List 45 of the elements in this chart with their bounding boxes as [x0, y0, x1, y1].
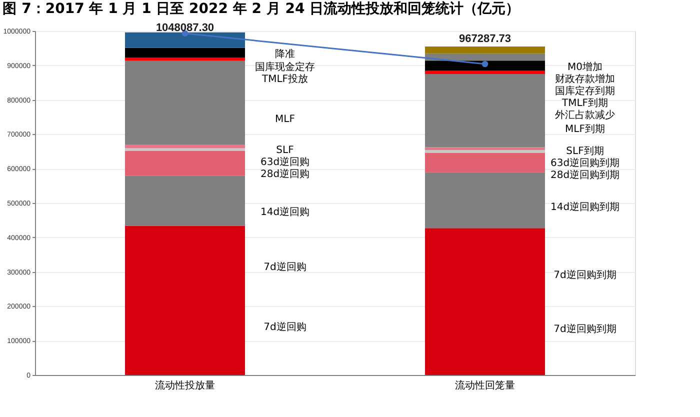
- annotation: SLF: [276, 145, 294, 156]
- annotation: 7d逆回购到期: [554, 323, 616, 335]
- bar: [425, 74, 545, 148]
- annotation: 7d逆回购: [264, 261, 306, 273]
- annotation: M0增加: [568, 61, 602, 73]
- bar: [425, 152, 545, 172]
- annotation: 财政存款增加: [555, 73, 615, 85]
- chart-title: 图 7：2017 年 1 月 1 日至 2022 年 2 月 24 日流动性投放和回笼统计（亿元）: [2, 0, 520, 17]
- bar: [125, 176, 245, 226]
- bar: [425, 53, 545, 61]
- bar: [125, 60, 245, 145]
- annotation: 1048087.30: [156, 22, 214, 34]
- annotation: MLF: [275, 114, 296, 125]
- annotation: 国库定存到期: [555, 85, 615, 97]
- x-tick-label: 流动性投放量: [155, 380, 215, 392]
- bar: [425, 150, 545, 153]
- annotation: 63d逆回购到期: [550, 157, 620, 169]
- bar: [125, 32, 245, 48]
- annotation: 14d逆回购: [260, 206, 310, 218]
- bar: [425, 46, 545, 54]
- bar: [425, 60, 545, 71]
- annotation: 14d逆回购到期: [550, 201, 620, 213]
- x-tick-label: 流动性回笼量: [455, 380, 515, 392]
- annotation: 国库现金定存: [255, 61, 315, 73]
- bar: [125, 57, 245, 61]
- annotation: 967287.73: [459, 33, 511, 45]
- annotation: 28d逆回购到期: [550, 169, 620, 181]
- bar: [125, 226, 245, 375]
- annotation: 63d逆回购: [260, 156, 310, 168]
- bar: [125, 144, 245, 148]
- annotation: TMLF到期: [560, 97, 608, 109]
- bar: [425, 228, 545, 375]
- annotation: TMLF投放: [260, 73, 308, 85]
- annotation: 28d逆回购: [260, 168, 310, 180]
- annotation: 7d逆回购到期: [554, 269, 616, 281]
- annotation: MLF到期: [565, 123, 605, 135]
- annotation: 外汇占款减少: [555, 109, 615, 121]
- annotation: SLF到期: [566, 145, 604, 157]
- bar: [425, 70, 545, 74]
- bar: [125, 150, 245, 176]
- bar: [425, 172, 545, 228]
- bar: [425, 147, 545, 150]
- annotation: 降准: [275, 48, 295, 60]
- bar: [125, 48, 245, 58]
- annotation: 7d逆回购: [264, 321, 306, 333]
